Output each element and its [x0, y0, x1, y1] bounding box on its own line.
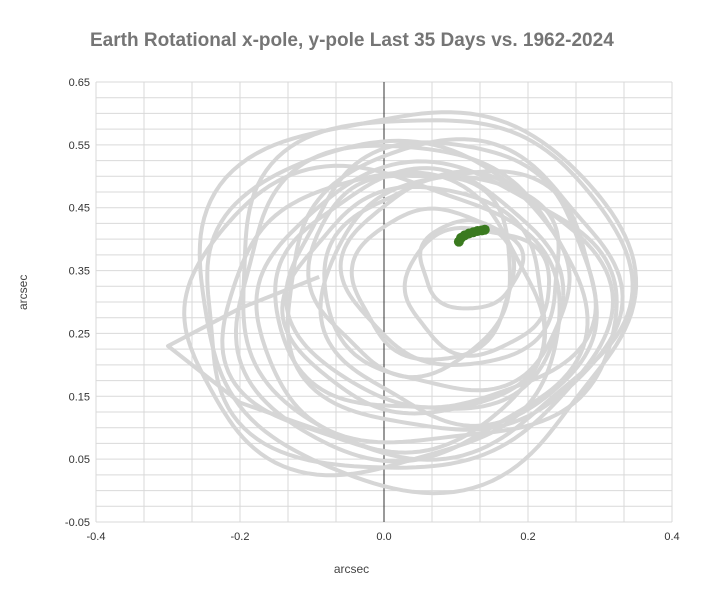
y-tick-label: -0.05	[65, 517, 90, 529]
x-tick-label: 0.4	[664, 531, 679, 543]
x-tick-label: 0.2	[520, 531, 535, 543]
recent-point	[479, 224, 490, 235]
y-tick-label: 0.05	[69, 454, 90, 466]
history-loop	[182, 163, 562, 478]
recent-series	[453, 224, 490, 247]
history-series	[166, 110, 639, 496]
x-tick-label: -0.2	[231, 531, 250, 543]
y-tick-label: 0.35	[69, 266, 90, 278]
y-tick-label: 0.65	[69, 77, 90, 89]
x-axis-label: arcsec	[333, 562, 370, 576]
y-axis-label: arcsec	[16, 274, 30, 310]
x-tick-label: 0.0	[376, 531, 391, 543]
chart-title: Earth Rotational x-pole, y-pole Last 35 …	[90, 30, 614, 51]
x-tick-label: -0.4	[87, 531, 106, 543]
history-outlier-path	[166, 275, 385, 455]
history-loop	[322, 169, 572, 393]
y-tick-label: 0.25	[69, 328, 90, 340]
y-tick-label: 0.15	[69, 391, 90, 403]
history-loop	[273, 166, 566, 411]
history-loop	[418, 218, 526, 311]
history-loop	[280, 184, 548, 416]
history-loop	[197, 110, 639, 496]
y-tick-label: 0.45	[69, 203, 90, 215]
tick-labels: -0.4 -0.2 0.0 0.2 0.4 -0.05 0.05 0.15 0.25 0.35 0.…	[65, 77, 680, 543]
history-loop	[318, 169, 599, 428]
history-loop	[402, 225, 552, 358]
y-tick-label: 0.55	[69, 140, 90, 152]
